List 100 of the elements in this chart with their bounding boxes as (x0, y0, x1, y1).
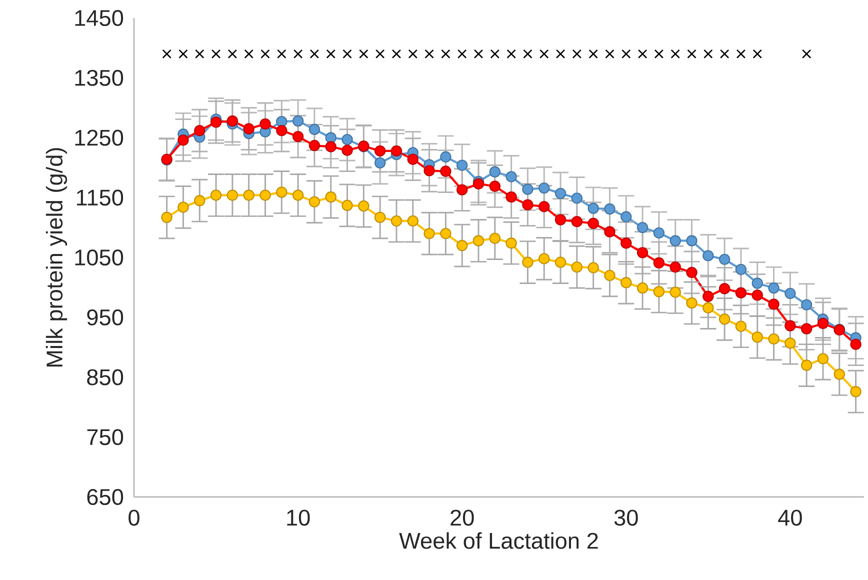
point (702, 302, 714, 314)
point (653, 257, 665, 268)
point (506, 191, 517, 203)
point (276, 124, 288, 136)
point (178, 49, 188, 59)
point (310, 49, 320, 59)
point (588, 202, 599, 214)
point (800, 299, 812, 310)
point (670, 49, 680, 59)
point (407, 215, 418, 227)
point (440, 166, 452, 177)
y-tick-label: 1050 (75, 249, 124, 266)
point (342, 49, 352, 59)
point (392, 49, 402, 59)
point (161, 212, 172, 223)
point (588, 218, 599, 229)
point (638, 49, 648, 59)
point (374, 157, 386, 168)
point (620, 238, 632, 249)
x-tick-label: 40 (778, 510, 802, 526)
point (178, 202, 189, 213)
point (194, 49, 204, 59)
point (571, 261, 583, 273)
point (588, 262, 599, 274)
point (571, 192, 583, 204)
point (636, 222, 648, 234)
point (162, 49, 172, 59)
point (228, 49, 238, 59)
point (276, 186, 288, 198)
point (554, 214, 566, 226)
point (226, 115, 238, 127)
point (653, 227, 665, 239)
point (588, 49, 598, 59)
x-tick-label: 10 (287, 510, 310, 526)
point (325, 191, 336, 203)
point (210, 116, 222, 128)
point (817, 318, 829, 329)
point (554, 188, 566, 200)
point (735, 320, 747, 332)
point (670, 261, 681, 273)
y-tick-label: 1250 (75, 130, 124, 146)
point (506, 238, 517, 249)
point (210, 190, 222, 201)
point (768, 282, 780, 294)
point (490, 49, 500, 59)
point (752, 49, 762, 59)
point (720, 49, 730, 59)
point (489, 180, 500, 192)
point (243, 190, 254, 201)
point (784, 338, 796, 349)
y-tick-label: 950 (87, 309, 124, 326)
point (670, 235, 681, 246)
y-tick-label: 650 (87, 488, 124, 506)
point (292, 190, 304, 201)
point (456, 184, 468, 196)
point (407, 154, 418, 165)
point (276, 116, 288, 128)
point (636, 282, 648, 294)
point (456, 240, 468, 252)
point (636, 247, 648, 258)
point (538, 253, 550, 264)
point (702, 290, 714, 302)
point (620, 277, 632, 288)
point (718, 254, 730, 265)
point (605, 49, 614, 59)
point (670, 286, 681, 298)
point (325, 132, 336, 144)
point (308, 140, 320, 152)
point (653, 286, 665, 298)
point (539, 49, 549, 59)
point (817, 353, 829, 364)
point (359, 49, 368, 59)
point (424, 49, 434, 59)
point (850, 338, 862, 350)
point (178, 134, 189, 146)
point (260, 190, 271, 201)
point (784, 320, 796, 332)
point (342, 134, 353, 146)
point (243, 123, 254, 134)
y-tick-label: 750 (87, 429, 124, 446)
point (686, 297, 698, 309)
point (604, 203, 616, 215)
point (489, 166, 500, 178)
point (226, 190, 238, 201)
point (752, 332, 763, 343)
point (457, 49, 467, 59)
point (736, 49, 746, 59)
point (686, 266, 698, 278)
point (735, 287, 747, 298)
point (620, 211, 632, 222)
point (686, 235, 698, 246)
point (556, 49, 566, 59)
point (194, 124, 206, 136)
point (506, 49, 516, 59)
point (260, 49, 270, 59)
y-tick-label: 1450 (75, 10, 124, 26)
point (424, 165, 435, 176)
point (194, 195, 206, 206)
point (554, 256, 566, 268)
point (472, 178, 484, 190)
